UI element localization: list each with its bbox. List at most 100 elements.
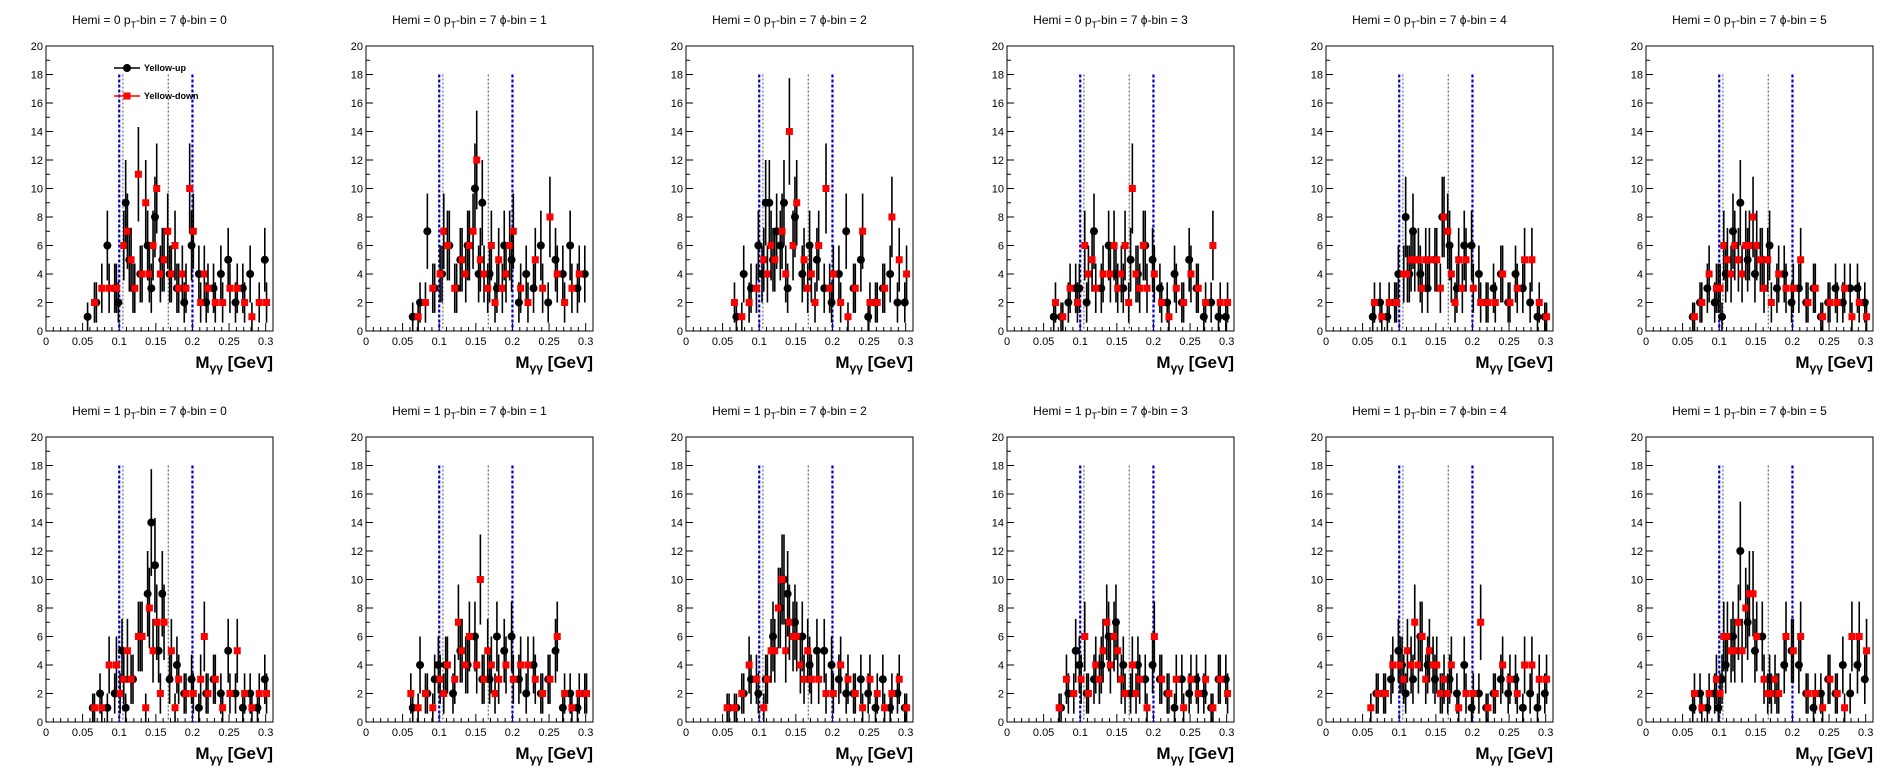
data-point-yellow-down <box>767 647 775 655</box>
data-point-yellow-up <box>768 632 777 641</box>
data-point-yellow-down <box>575 690 583 697</box>
data-point-yellow-down <box>1099 647 1107 655</box>
y-tick-label: 12 <box>31 546 43 558</box>
data-point-yellow-down <box>1418 633 1426 640</box>
data-point-yellow-up <box>1111 618 1120 627</box>
panel-title: Hemi = 1 pT-bin = 7 ϕ-bin = 5 <box>1672 404 1827 421</box>
x-tick-label: 0.05 <box>1352 727 1373 739</box>
panel-title: Hemi = 0 pT-bin = 7 ϕ-bin = 4 <box>1352 13 1507 30</box>
data-point-yellow-down <box>462 270 470 278</box>
data-point-yellow-down <box>1804 690 1812 697</box>
data-point-yellow-down <box>829 270 837 278</box>
data-point-yellow-up <box>1460 241 1469 250</box>
data-point-yellow-up <box>536 241 545 250</box>
data-point-yellow-down <box>1698 299 1706 306</box>
data-point-yellow-down <box>1528 661 1536 669</box>
data-point-yellow-up <box>1467 703 1476 712</box>
data-point-yellow-down <box>1172 675 1180 683</box>
data-point-yellow-down <box>1411 256 1419 264</box>
x-tick-label: 0.15 <box>1425 336 1446 348</box>
y-tick-label: 20 <box>1631 41 1643 53</box>
data-point-yellow-up <box>1526 298 1535 307</box>
data-point-yellow-down <box>822 185 830 192</box>
data-point-yellow-up <box>856 675 865 684</box>
data-point-yellow-down <box>219 299 227 306</box>
data-point-yellow-down <box>1767 690 1775 697</box>
data-point-yellow-down <box>1731 647 1739 655</box>
data-point-yellow-down <box>484 647 492 655</box>
data-point-yellow-up <box>1780 661 1789 669</box>
y-tick-label: 2 <box>37 298 43 310</box>
y-tick-label: 16 <box>351 489 363 501</box>
data-point-yellow-down <box>859 704 867 712</box>
data-point-yellow-down <box>1403 647 1411 655</box>
data-point-yellow-down <box>263 690 271 697</box>
x-tick-label: 0.3 <box>898 727 913 739</box>
data-point-yellow-down <box>502 661 510 669</box>
data-point-yellow-down <box>815 242 823 249</box>
data-point-yellow-up <box>765 198 774 207</box>
data-point-yellow-down <box>1158 675 1166 683</box>
y-tick-label: 20 <box>31 432 43 444</box>
x-tick-label: 0.1 <box>1392 336 1407 348</box>
data-point-yellow-down <box>473 156 481 164</box>
data-point-yellow-down <box>1477 618 1485 626</box>
data-point-yellow-down <box>760 256 768 264</box>
data-point-yellow-down <box>888 213 896 221</box>
data-point-yellow-up <box>434 661 443 669</box>
data-point-yellow-down <box>1499 270 1507 278</box>
x-tick-label: 0.3 <box>1538 336 1553 348</box>
data-point-yellow-down <box>763 675 771 683</box>
x-tick-label: 0.05 <box>1033 336 1054 348</box>
x-tick-label: 0.1 <box>432 727 447 739</box>
x-tick-label: 0.15 <box>785 727 806 739</box>
data-point-yellow-up <box>1064 298 1073 307</box>
data-point-yellow-down <box>1753 242 1761 249</box>
data-point-yellow-down <box>1389 661 1397 669</box>
data-point-yellow-down <box>454 618 462 626</box>
data-point-yellow-down <box>1187 675 1195 683</box>
data-point-yellow-up <box>1199 312 1208 321</box>
data-point-yellow-down <box>1764 690 1772 697</box>
y-tick-label: 4 <box>1637 269 1643 281</box>
x-tick-label: 0.15 <box>785 336 806 348</box>
data-point-yellow-up <box>1394 646 1403 655</box>
y-tick-label: 10 <box>1311 184 1323 196</box>
x-tick-label: 0.3 <box>1538 727 1553 739</box>
x-tick-label: 0.3 <box>898 336 913 348</box>
data-point-yellow-down <box>156 270 164 278</box>
data-point-yellow-up <box>1758 632 1767 641</box>
y-tick-label: 8 <box>998 603 1004 615</box>
y-tick-label: 6 <box>37 632 43 644</box>
data-point-yellow-down <box>189 690 197 697</box>
data-point-yellow-up <box>1846 689 1855 698</box>
data-point-yellow-up <box>470 184 479 193</box>
data-point-yellow-down <box>1414 661 1422 669</box>
data-point-yellow-up <box>1721 661 1730 669</box>
data-point-yellow-down <box>1720 633 1728 640</box>
data-point-yellow-up <box>1718 312 1727 321</box>
data-point-yellow-down <box>149 242 157 249</box>
data-point-yellow-up <box>1141 675 1150 684</box>
data-point-yellow-down <box>807 675 815 683</box>
y-tick-label: 2 <box>357 298 363 310</box>
y-tick-label: 14 <box>992 518 1004 530</box>
chart-panel: Hemi = 0 pT-bin = 7 ϕ-bin = 0 0 2 4 6 8 10 12 14… <box>31 13 274 375</box>
data-point-yellow-down <box>1150 633 1158 640</box>
y-tick-label: 0 <box>1317 326 1323 338</box>
data-point-yellow-down <box>138 270 146 278</box>
data-point-yellow-up <box>798 270 807 278</box>
data-point-yellow-up <box>1155 284 1164 293</box>
data-point-yellow-up <box>544 298 553 307</box>
legend: Yellow-up Yellow-down <box>114 63 199 101</box>
legend-label: Yellow-down <box>144 91 199 101</box>
data-point-yellow-up <box>238 703 247 712</box>
data-point-yellow-down <box>1819 704 1827 712</box>
x-tick-label: 0.15 <box>145 336 166 348</box>
data-point-yellow-down <box>211 675 219 683</box>
data-point-yellow-down <box>1690 690 1698 697</box>
data-point-yellow-down <box>1742 242 1750 249</box>
data-point-yellow-down <box>1506 675 1514 683</box>
data-point-yellow-down <box>1084 690 1092 697</box>
data-point-yellow-down <box>440 690 448 697</box>
